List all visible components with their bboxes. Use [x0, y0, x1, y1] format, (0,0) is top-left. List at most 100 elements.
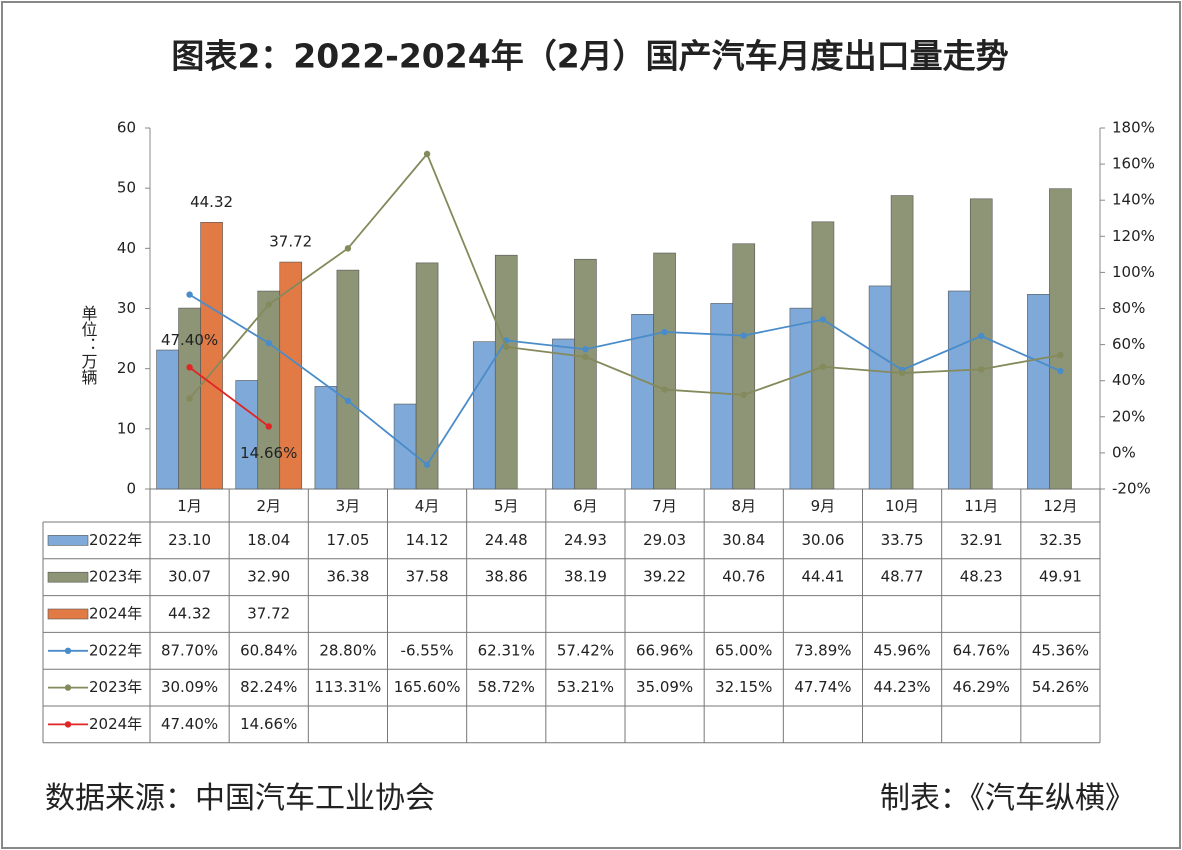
y-tick-label: 60	[117, 119, 136, 137]
table-cell: 23.10	[168, 531, 211, 549]
point	[423, 150, 431, 158]
table-cell: 17.05	[326, 531, 369, 549]
table-cell: 47.40%	[161, 715, 218, 733]
legend-label: 2024年	[89, 715, 142, 733]
point	[265, 301, 272, 308]
table-cell: 30.07	[168, 568, 211, 586]
x-tick-label: 3月	[336, 497, 361, 515]
legend-label: 2022年	[89, 531, 142, 549]
table-cell: 39.22	[643, 568, 686, 586]
table-cell: 48.77	[881, 568, 924, 586]
point	[344, 245, 352, 252]
y2-tick-label: 180%	[1112, 119, 1155, 137]
bar	[710, 303, 734, 490]
table-cell: 87.70%	[161, 641, 218, 659]
bar-label: 44.32	[190, 193, 233, 211]
table-cell: 18.04	[247, 531, 290, 549]
bar	[868, 285, 892, 490]
bar	[631, 314, 654, 490]
table-cell: 14.66%	[240, 715, 297, 733]
y2-tick-label: 120%	[1112, 227, 1155, 245]
bar	[235, 380, 259, 490]
table-cell: 30.84	[722, 531, 765, 549]
legend-point	[64, 684, 72, 691]
table-cell: 44.32	[168, 605, 211, 623]
table-cell: 35.09%	[636, 678, 693, 696]
table-cell: 32.91	[960, 531, 1003, 549]
bar	[494, 254, 518, 490]
table-cell: 57.42%	[557, 641, 614, 659]
point	[1057, 351, 1064, 359]
x-tick-label: 9月	[811, 497, 836, 515]
table-cell: 24.48	[485, 531, 528, 549]
table-cell: 32.90	[247, 568, 290, 586]
x-tick-label: 8月	[731, 497, 756, 515]
bar	[653, 252, 676, 490]
point	[978, 332, 985, 340]
table-cell: 44.41	[801, 568, 844, 586]
line	[188, 152, 1061, 400]
legend-label: 2023年	[89, 678, 142, 696]
y-tick-label: 20	[117, 359, 136, 377]
point	[740, 391, 747, 399]
table-cell: 30.09%	[161, 678, 218, 696]
table-cell: 38.86	[485, 568, 528, 586]
point	[423, 461, 431, 468]
bar	[947, 290, 971, 490]
table-cell: 28.80%	[319, 641, 376, 659]
legend-swatch	[47, 571, 89, 583]
point	[265, 339, 272, 347]
point	[186, 291, 193, 298]
line-label: 14.66%	[240, 444, 297, 462]
x-tick-label: 10月	[885, 497, 919, 515]
bar	[314, 386, 338, 490]
table-cell: 113.31%	[315, 678, 382, 696]
y2-tick-label: 20%	[1112, 407, 1145, 425]
table-cell: 38.19	[564, 568, 607, 586]
table-cell: 62.31%	[478, 641, 535, 659]
y2-tick-label: 60%	[1112, 335, 1145, 353]
table-cell: 64.76%	[953, 641, 1010, 659]
x-tick-label: 1月	[177, 497, 202, 515]
bar	[156, 349, 179, 490]
bar	[811, 221, 835, 490]
y-tick-label: 0	[126, 480, 136, 498]
y-tick-label: 30	[117, 299, 136, 317]
table-cell: 45.96%	[873, 641, 930, 659]
bar	[1027, 294, 1050, 490]
legend-point	[64, 721, 72, 728]
point	[186, 395, 193, 402]
table-cell: 40.76	[722, 568, 765, 586]
y2-tick-label: 160%	[1112, 155, 1155, 173]
table-cell: 82.24%	[240, 678, 297, 696]
line	[189, 293, 1061, 467]
point	[1057, 367, 1064, 375]
point	[819, 363, 827, 370]
bar	[279, 261, 303, 490]
table-cell: 24.93	[564, 531, 607, 549]
line	[189, 366, 270, 428]
point	[582, 353, 589, 361]
y-tick-label: 40	[117, 239, 136, 257]
bar	[552, 338, 575, 490]
table-cell: 29.03	[643, 531, 686, 549]
table-cell: 65.00%	[715, 641, 772, 659]
x-tick-label: 12月	[1043, 497, 1077, 515]
point	[661, 386, 668, 393]
y2-tick-label: 0%	[1112, 443, 1136, 461]
bar	[200, 222, 223, 490]
table-cell: 33.75	[881, 531, 924, 549]
bar	[890, 195, 914, 490]
bar	[336, 269, 360, 490]
table-cell: 30.06	[801, 531, 844, 549]
table-cell: 32.15%	[715, 678, 772, 696]
bar	[969, 198, 993, 490]
y-axis-label: 单位：万辆	[79, 305, 98, 386]
bar	[732, 243, 756, 490]
legend-label: 2024年	[89, 605, 142, 623]
table-cell: 58.72%	[478, 678, 535, 696]
table-cell: 53.21%	[557, 678, 614, 696]
table-cell: -6.55%	[401, 641, 454, 659]
source: 数据来源：中国汽车工业协会	[45, 781, 435, 816]
